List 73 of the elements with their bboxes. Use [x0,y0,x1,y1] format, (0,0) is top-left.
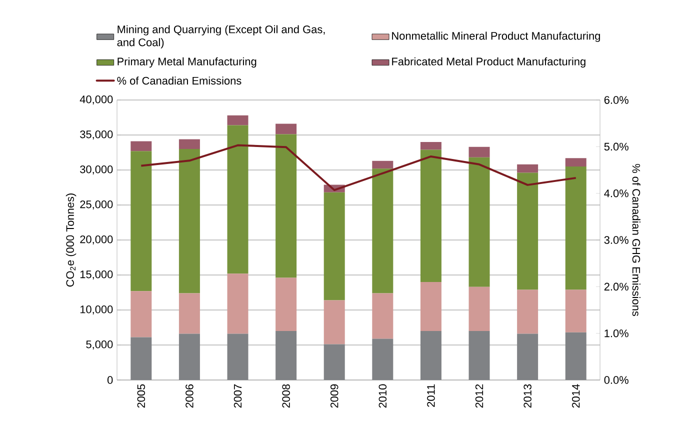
bar [565,166,586,290]
bar [517,290,538,334]
y-axis-title: CO$_{2}$e (000 Tonnes) [66,194,76,287]
y-tick-label: 25,000 [80,200,113,210]
bar [372,293,394,339]
y2-tick-label: 2.0% [604,282,628,291]
bar [178,139,200,149]
bar [468,331,490,380]
legend-label: Primary Metal Manufacturing [118,57,256,68]
bar [420,331,442,380]
y2-tick-label: 3.0% [604,236,628,244]
x-tick-label: 2008 [282,384,290,408]
bar [227,274,248,334]
y2-tick-label: 4.0% [604,189,628,198]
bar [276,278,297,331]
x-tick-label: 2007 [234,384,242,408]
bar [324,300,345,344]
bar [517,164,538,173]
y2-tick-label: 6.0% [604,96,628,104]
bar [276,124,297,134]
line-series [140,144,577,192]
bar [324,344,345,380]
bar [517,172,538,290]
bar [517,334,538,380]
bar [324,192,345,300]
x-tick-label: 2006 [186,384,194,408]
x-tick-label: 2010 [378,384,387,408]
bar [178,149,200,294]
y-tick-label: 5,000 [86,340,113,350]
y2-axis-title: % of Canadian GHG Emissions [632,164,640,316]
bar [565,290,586,332]
bar [276,331,297,380]
bar [130,151,152,292]
bar [130,337,152,380]
bar [178,293,200,334]
x-tick-label: 2014 [572,384,580,408]
bar [468,286,490,331]
legend-label: Nonmetallic Mineral Product Manufacturing [392,32,600,42]
bar [130,141,152,152]
legend-label: Mining and Quarrying (Except Oil and Gas, and Coal) [117,25,325,48]
bar [227,334,248,380]
y2-tick-label: 0.0% [604,376,628,384]
bar [420,142,442,150]
bar [227,125,248,274]
x-tick-label: 2009 [330,384,338,408]
bar [468,157,490,287]
bar [420,150,442,282]
bar [130,291,152,338]
x-tick-label: 2012 [475,384,484,408]
y-tick-label: 30,000 [80,165,113,175]
y-tick-label: 40,000 [80,95,113,105]
x-tick-label: 2013 [524,384,532,408]
bar [178,334,200,380]
y2-tick-label: 1.0% [604,329,628,338]
bar [227,115,248,126]
y-tick-label: 35,000 [80,130,113,140]
y-tick-label: 0 [107,376,113,384]
legend-label: Fabricated Metal Product Manufacturing [392,57,586,68]
bar [372,160,394,169]
bar [420,282,442,331]
bar [468,146,490,158]
x-tick-label: 2005 [137,384,146,408]
bar [565,158,586,166]
bar [276,134,297,278]
bar [565,332,586,380]
x-tick-label: 2011 [427,384,435,407]
bar [372,338,394,380]
y-tick-label: 10,000 [80,305,113,315]
y2-tick-label: 5.0% [604,142,628,151]
bar [372,168,394,294]
y-tick-label: 15,000 [80,270,113,280]
y-tick-label: 20,000 [80,235,113,245]
legend-label: % of Canadian Emissions [117,76,242,85]
